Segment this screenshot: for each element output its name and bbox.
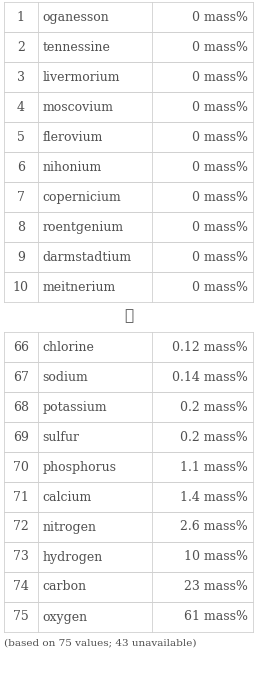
Bar [4, 512, 253, 542]
Text: flerovium: flerovium [43, 131, 103, 144]
Text: 0.12 mass%: 0.12 mass% [172, 341, 248, 354]
Text: darmstadtium: darmstadtium [43, 251, 132, 263]
Text: chlorine: chlorine [43, 341, 95, 354]
Text: 0 mass%: 0 mass% [192, 251, 248, 263]
Text: moscovium: moscovium [43, 100, 114, 113]
Bar [4, 62, 253, 92]
Text: sodium: sodium [43, 370, 88, 384]
Text: 7: 7 [17, 191, 25, 204]
Bar [4, 392, 253, 422]
Bar [4, 272, 253, 302]
Bar [4, 32, 253, 62]
Text: 10 mass%: 10 mass% [184, 551, 248, 563]
Text: (based on 75 values; 43 unavailable): (based on 75 values; 43 unavailable) [4, 638, 197, 647]
Text: 70: 70 [13, 460, 29, 473]
Text: 4: 4 [17, 100, 25, 113]
Text: 0.2 mass%: 0.2 mass% [180, 401, 248, 413]
Text: 72: 72 [13, 520, 29, 533]
Text: 1.4 mass%: 1.4 mass% [180, 491, 248, 504]
Bar [4, 332, 253, 362]
Bar [4, 602, 253, 632]
Text: roentgenium: roentgenium [43, 220, 124, 234]
Text: 0.2 mass%: 0.2 mass% [180, 430, 248, 444]
Text: 6: 6 [17, 160, 25, 173]
Bar [4, 182, 253, 212]
Bar [4, 482, 253, 512]
Bar [4, 2, 253, 32]
Text: 0 mass%: 0 mass% [192, 70, 248, 84]
Text: 10: 10 [13, 281, 29, 294]
Text: carbon: carbon [43, 580, 87, 594]
Text: livermorium: livermorium [43, 70, 120, 84]
Text: sulfur: sulfur [43, 430, 80, 444]
Text: 75: 75 [13, 611, 29, 623]
Bar [4, 452, 253, 482]
Bar [4, 422, 253, 452]
Bar [4, 362, 253, 392]
Text: 74: 74 [13, 580, 29, 594]
Text: 2: 2 [17, 41, 25, 53]
Text: meitnerium: meitnerium [43, 281, 116, 294]
Text: 66: 66 [13, 341, 29, 354]
Bar [4, 92, 253, 122]
Text: 0 mass%: 0 mass% [192, 10, 248, 23]
Text: oxygen: oxygen [43, 611, 88, 623]
Text: ⋮: ⋮ [124, 309, 133, 323]
Text: 0 mass%: 0 mass% [192, 220, 248, 234]
Text: 0 mass%: 0 mass% [192, 41, 248, 53]
Bar [4, 572, 253, 602]
Text: 0 mass%: 0 mass% [192, 160, 248, 173]
Text: 1: 1 [17, 10, 25, 23]
Bar [4, 542, 253, 572]
Text: potassium: potassium [43, 401, 107, 413]
Text: 1.1 mass%: 1.1 mass% [180, 460, 248, 473]
Text: 23 mass%: 23 mass% [184, 580, 248, 594]
Text: 0 mass%: 0 mass% [192, 100, 248, 113]
Text: oganesson: oganesson [43, 10, 109, 23]
Text: 3: 3 [17, 70, 25, 84]
Bar [4, 122, 253, 152]
Text: 2.6 mass%: 2.6 mass% [180, 520, 248, 533]
Text: phosphorus: phosphorus [43, 460, 117, 473]
Text: 68: 68 [13, 401, 29, 413]
Bar [4, 152, 253, 182]
Text: calcium: calcium [43, 491, 92, 504]
Text: 0 mass%: 0 mass% [192, 191, 248, 204]
Text: 61 mass%: 61 mass% [184, 611, 248, 623]
Text: 69: 69 [13, 430, 29, 444]
Text: 71: 71 [13, 491, 29, 504]
Text: 67: 67 [13, 370, 29, 384]
Text: copernicium: copernicium [43, 191, 121, 204]
Text: nitrogen: nitrogen [43, 520, 97, 533]
Text: 0 mass%: 0 mass% [192, 281, 248, 294]
Bar [4, 242, 253, 272]
Text: 0 mass%: 0 mass% [192, 131, 248, 144]
Bar [4, 212, 253, 242]
Text: nihonium: nihonium [43, 160, 102, 173]
Text: 5: 5 [17, 131, 25, 144]
Text: hydrogen: hydrogen [43, 551, 103, 563]
Text: 0.14 mass%: 0.14 mass% [172, 370, 248, 384]
Text: tennessine: tennessine [43, 41, 111, 53]
Text: 8: 8 [17, 220, 25, 234]
Text: 9: 9 [17, 251, 25, 263]
Text: 73: 73 [13, 551, 29, 563]
